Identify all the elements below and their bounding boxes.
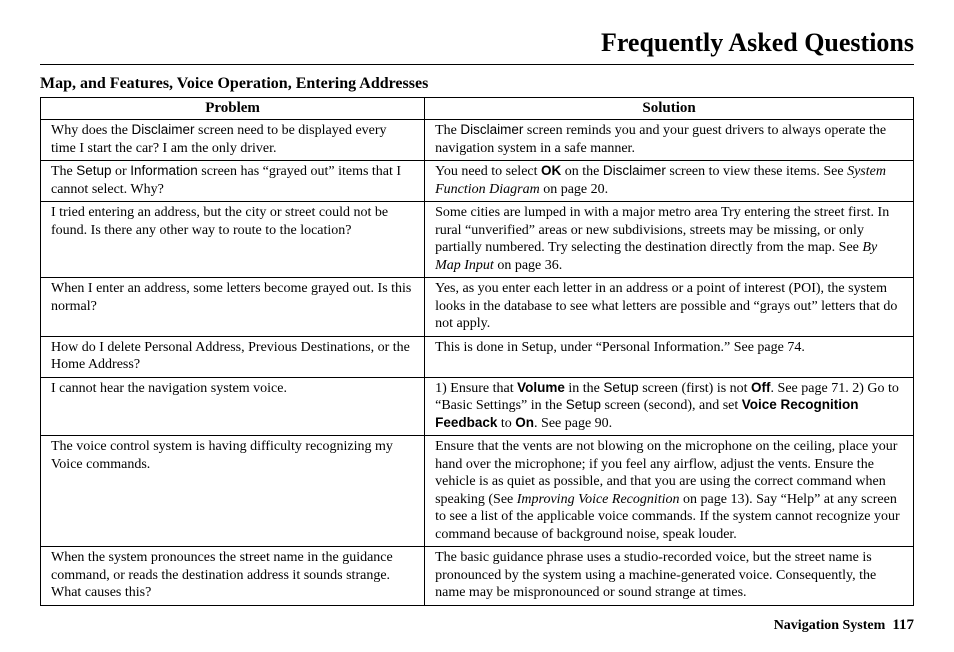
table-row: When I enter an address, some letters be…	[41, 278, 914, 337]
table-row: Why does the Disclaimer screen need to b…	[41, 120, 914, 161]
page: Frequently Asked Questions Map, and Feat…	[0, 0, 954, 652]
problem-cell: When I enter an address, some letters be…	[41, 278, 425, 337]
solution-cell: 1) Ensure that Volume in the Setup scree…	[425, 377, 914, 436]
problem-cell: When the system pronounces the street na…	[41, 547, 425, 606]
problem-cell: I cannot hear the navigation system voic…	[41, 377, 425, 436]
solution-cell: The basic guidance phrase uses a studio-…	[425, 547, 914, 606]
solution-cell: Ensure that the vents are not blowing on…	[425, 436, 914, 547]
table-row: The voice control system is having diffi…	[41, 436, 914, 547]
col-header-problem: Problem	[41, 98, 425, 120]
page-title: Frequently Asked Questions	[40, 28, 914, 58]
problem-cell: Why does the Disclaimer screen need to b…	[41, 120, 425, 161]
solution-cell: This is done in Setup, under “Personal I…	[425, 336, 914, 377]
solution-cell: The Disclaimer screen reminds you and yo…	[425, 120, 914, 161]
problem-cell: The voice control system is having diffi…	[41, 436, 425, 547]
table-row: I cannot hear the navigation system voic…	[41, 377, 914, 436]
problem-cell: The Setup or Information screen has “gra…	[41, 161, 425, 202]
page-footer: Navigation System 117	[774, 617, 914, 634]
problem-cell: I tried entering an address, but the cit…	[41, 202, 425, 278]
col-header-solution: Solution	[425, 98, 914, 120]
horizontal-rule	[40, 64, 914, 65]
table-row: When the system pronounces the street na…	[41, 547, 914, 606]
table-row: How do I delete Personal Address, Previo…	[41, 336, 914, 377]
section-heading: Map, and Features, Voice Operation, Ente…	[40, 75, 914, 93]
solution-cell: Yes, as you enter each letter in an addr…	[425, 278, 914, 337]
footer-label: Navigation System	[774, 618, 886, 633]
solution-cell: Some cities are lumped in with a major m…	[425, 202, 914, 278]
problem-cell: How do I delete Personal Address, Previo…	[41, 336, 425, 377]
table-row: The Setup or Information screen has “gra…	[41, 161, 914, 202]
solution-cell: You need to select OK on the Disclaimer …	[425, 161, 914, 202]
table-header-row: Problem Solution	[41, 98, 914, 120]
page-number: 117	[892, 617, 914, 633]
faq-table: Problem Solution Why does the Disclaimer…	[40, 97, 914, 606]
table-row: I tried entering an address, but the cit…	[41, 202, 914, 278]
